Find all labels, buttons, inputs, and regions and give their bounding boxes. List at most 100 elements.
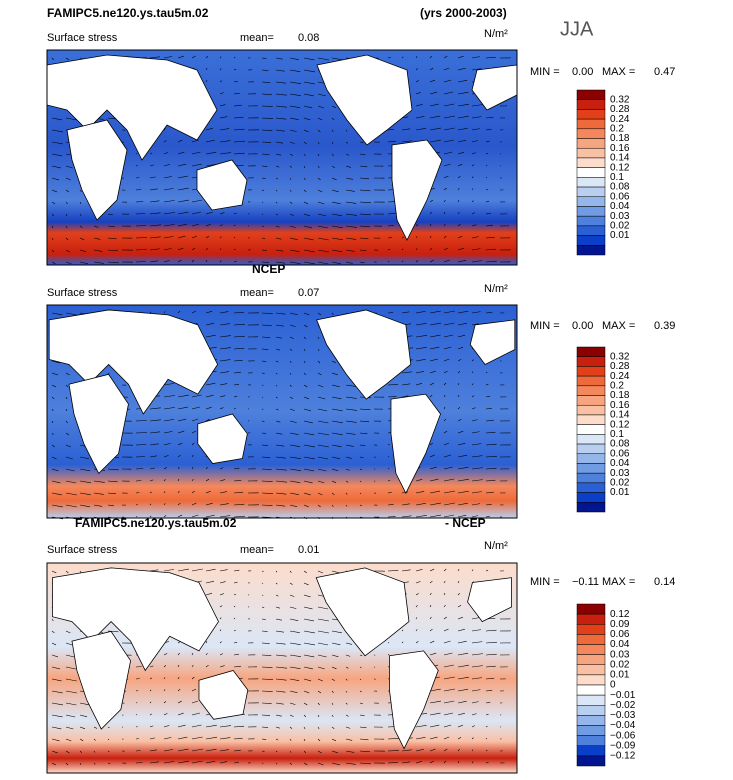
arrow	[275, 105, 287, 108]
colorbar-swatch	[576, 186, 606, 198]
colorbar-swatch	[576, 225, 606, 236]
arrow	[219, 761, 228, 764]
units: N/m²	[484, 540, 508, 552]
arrow	[135, 165, 139, 167]
arrow	[345, 738, 353, 741]
arrow	[261, 642, 270, 644]
arrow	[163, 311, 166, 314]
arrow	[485, 116, 494, 119]
arrow	[303, 129, 309, 133]
arrow	[331, 153, 334, 157]
arrow	[275, 678, 287, 681]
arrow	[457, 676, 469, 680]
colorbar-label: 0.08	[610, 182, 630, 193]
arrow	[205, 592, 213, 596]
arrow	[471, 188, 474, 191]
arrow	[177, 430, 185, 434]
arrow	[359, 225, 370, 228]
mean-value: 0.08	[298, 32, 319, 44]
arrow	[205, 382, 216, 386]
arrow	[149, 467, 156, 470]
arrow	[79, 201, 82, 204]
arrow	[317, 249, 330, 253]
colorbar-label: 0.01	[610, 230, 630, 241]
arrow	[485, 407, 492, 410]
colorbar-label: −0.01	[610, 690, 636, 701]
arrow	[219, 605, 223, 608]
arrow	[457, 91, 469, 95]
colorbar-swatch	[576, 634, 606, 645]
colorbar-label: 0.06	[610, 629, 630, 640]
colorbar-swatch	[576, 356, 606, 367]
arrow	[471, 311, 481, 314]
arrow	[457, 761, 460, 764]
arrow	[387, 654, 390, 656]
arrow	[65, 492, 77, 496]
arrow	[443, 748, 448, 752]
arrow	[345, 225, 357, 228]
arrow	[233, 641, 238, 644]
arrow	[457, 383, 460, 386]
arrow	[317, 105, 325, 109]
colorbar-swatch	[576, 138, 606, 149]
arrow	[163, 725, 170, 728]
arrow	[135, 177, 140, 179]
arrow	[135, 504, 139, 506]
arrow	[457, 502, 468, 506]
colorbar-swatch	[576, 434, 606, 445]
arrow	[275, 630, 284, 633]
arrow	[303, 201, 309, 205]
arrow	[135, 420, 147, 422]
arrow	[219, 593, 224, 596]
arrow	[317, 690, 322, 694]
arrow	[331, 504, 334, 507]
max-label: MAX =	[602, 320, 635, 332]
arrow	[317, 372, 322, 376]
arrow	[261, 654, 272, 656]
arrow	[331, 738, 337, 742]
arrow	[485, 713, 489, 716]
arrow	[135, 456, 146, 458]
arrow	[149, 443, 159, 446]
map-frame	[46, 562, 518, 774]
min-value: 0.00	[572, 320, 593, 332]
max-label: MAX =	[602, 66, 635, 78]
arrow	[331, 762, 340, 766]
colorbar-swatch	[576, 644, 606, 655]
arrow	[429, 712, 441, 716]
arrow	[303, 606, 313, 610]
arrow	[65, 690, 78, 694]
arrow	[275, 762, 278, 765]
arrow	[219, 335, 231, 338]
arrow	[289, 249, 300, 252]
arrow	[275, 153, 282, 156]
arrow	[107, 726, 110, 729]
arrow	[65, 165, 73, 169]
arrow	[443, 199, 446, 203]
arrow	[233, 56, 236, 59]
arrow	[485, 371, 488, 374]
arrow	[289, 492, 299, 495]
arrow	[471, 371, 474, 374]
arrow	[65, 702, 77, 706]
arrow	[471, 140, 478, 143]
arrow	[457, 736, 462, 740]
arrow	[359, 261, 365, 264]
arrow	[443, 568, 447, 572]
arrow	[443, 514, 455, 518]
arrow	[317, 261, 329, 265]
arrow	[163, 665, 167, 668]
arrow	[345, 762, 356, 765]
colorbar-label: −0.06	[610, 730, 636, 741]
colorbar-swatch	[576, 735, 606, 746]
arrow	[443, 676, 455, 680]
arrow	[149, 431, 161, 434]
arrow	[205, 466, 208, 470]
arrow	[289, 177, 292, 180]
colorbar-label: 0.06	[610, 191, 630, 202]
arrow	[415, 569, 423, 572]
arrow	[485, 443, 497, 446]
colorbar-swatch	[576, 654, 606, 665]
arrow	[485, 383, 489, 386]
arrow	[443, 640, 451, 644]
